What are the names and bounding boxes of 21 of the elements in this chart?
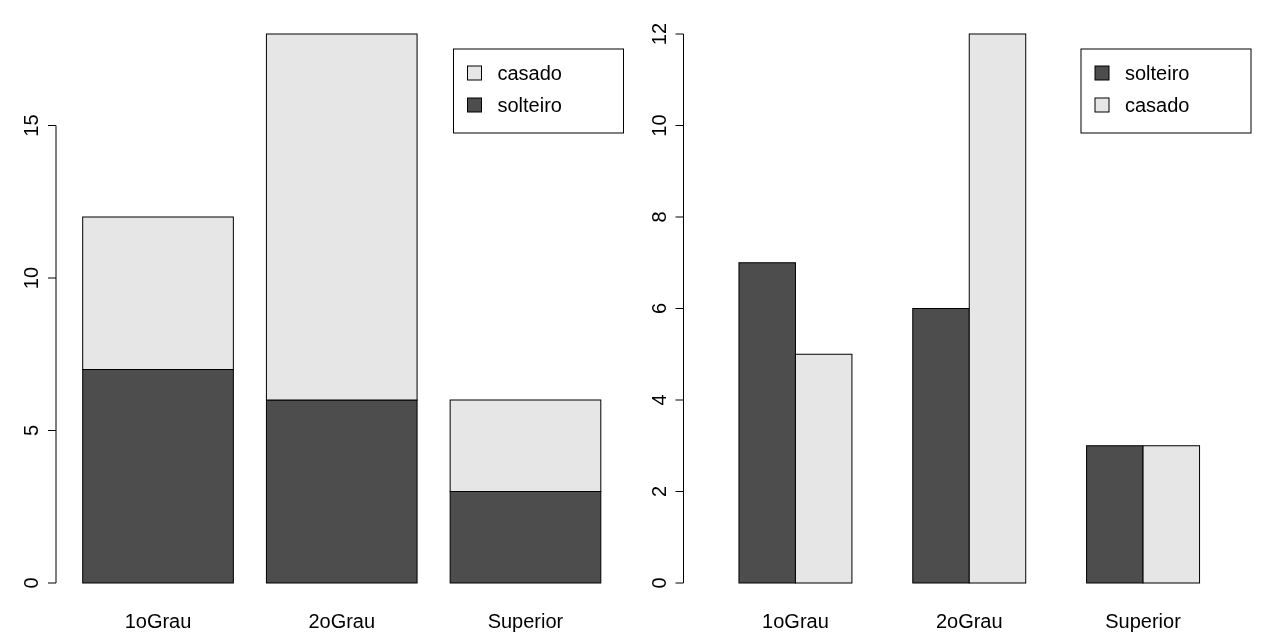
y-tick-label: 6 (647, 302, 670, 315)
y-tick-label: 10 (647, 114, 670, 137)
y-tick-label: 15 (20, 114, 42, 137)
y-tick-label: 12 (647, 22, 670, 46)
y-tick-label: 4 (647, 394, 670, 406)
x-tick-label: 2oGrau (308, 610, 376, 632)
y-tick-label: 5 (20, 424, 42, 437)
y-tick-label: 0 (20, 577, 42, 589)
x-tick-label: Superior (487, 610, 564, 632)
y-tick-label: 0 (647, 577, 670, 589)
legend-label: solteiro (497, 94, 562, 116)
y-tick-label: 2 (647, 485, 670, 498)
x-tick-label: 2oGrau (935, 610, 1003, 632)
y-tick-label: 10 (20, 266, 42, 290)
legend-label: casado (497, 62, 562, 84)
legend-label: casado (1125, 94, 1190, 116)
x-tick-label: 1oGrau (124, 610, 192, 632)
y-tick-label: 8 (647, 211, 670, 223)
x-tick-label: Superior (1105, 610, 1182, 632)
legend-label: solteiro (1125, 62, 1190, 84)
x-tick-label: 1oGrau (762, 610, 829, 632)
